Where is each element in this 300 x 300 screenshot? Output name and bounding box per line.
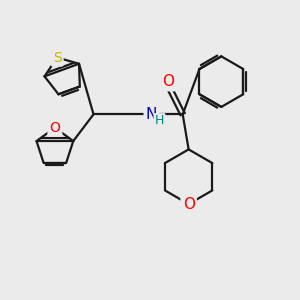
Text: S: S <box>53 50 62 64</box>
Text: O: O <box>50 121 60 135</box>
Text: N: N <box>146 107 157 122</box>
Text: O: O <box>162 74 174 89</box>
Text: O: O <box>183 196 195 211</box>
Text: H: H <box>155 114 164 128</box>
